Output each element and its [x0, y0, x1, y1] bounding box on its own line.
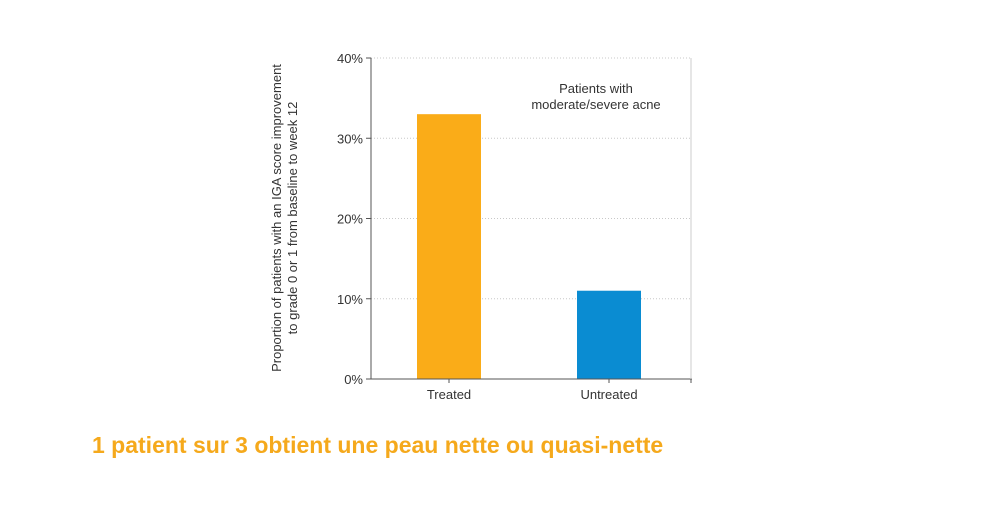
y-tick-label: 10% [337, 292, 363, 307]
grid-lines [371, 57, 691, 300]
y-tick-label: 40% [337, 51, 363, 66]
caption: 1 patient sur 3 obtient une peau nette o… [92, 432, 664, 458]
annotation-line-1: Patients with [559, 81, 633, 96]
annotation-line-2: moderate/severe acne [531, 97, 660, 112]
x-tick-label: Treated [427, 387, 471, 402]
bars [417, 114, 641, 380]
bar-treated [417, 114, 481, 380]
bar-chart: 0% 10% 20% 30% 40% Treated Untreated Proporti… [269, 51, 692, 402]
y-ticks: 0% 10% 20% 30% 40% [337, 51, 371, 387]
x-tick-label: Untreated [580, 387, 637, 402]
y-tick-label: 0% [344, 372, 363, 387]
y-axis-label: Proportion of patients with an IGA score… [269, 64, 300, 372]
y-axis-label-line-1: Proportion of patients with an IGA score… [269, 64, 284, 372]
annotation: Patients with moderate/severe acne [531, 81, 660, 112]
x-ticks: Treated Untreated [427, 379, 692, 402]
y-tick-label: 20% [337, 212, 363, 227]
y-axis-label-line-2: to grade 0 or 1 from baseline to week 12 [285, 102, 300, 335]
bar-untreated [577, 290, 641, 379]
y-tick-label: 30% [337, 131, 363, 146]
